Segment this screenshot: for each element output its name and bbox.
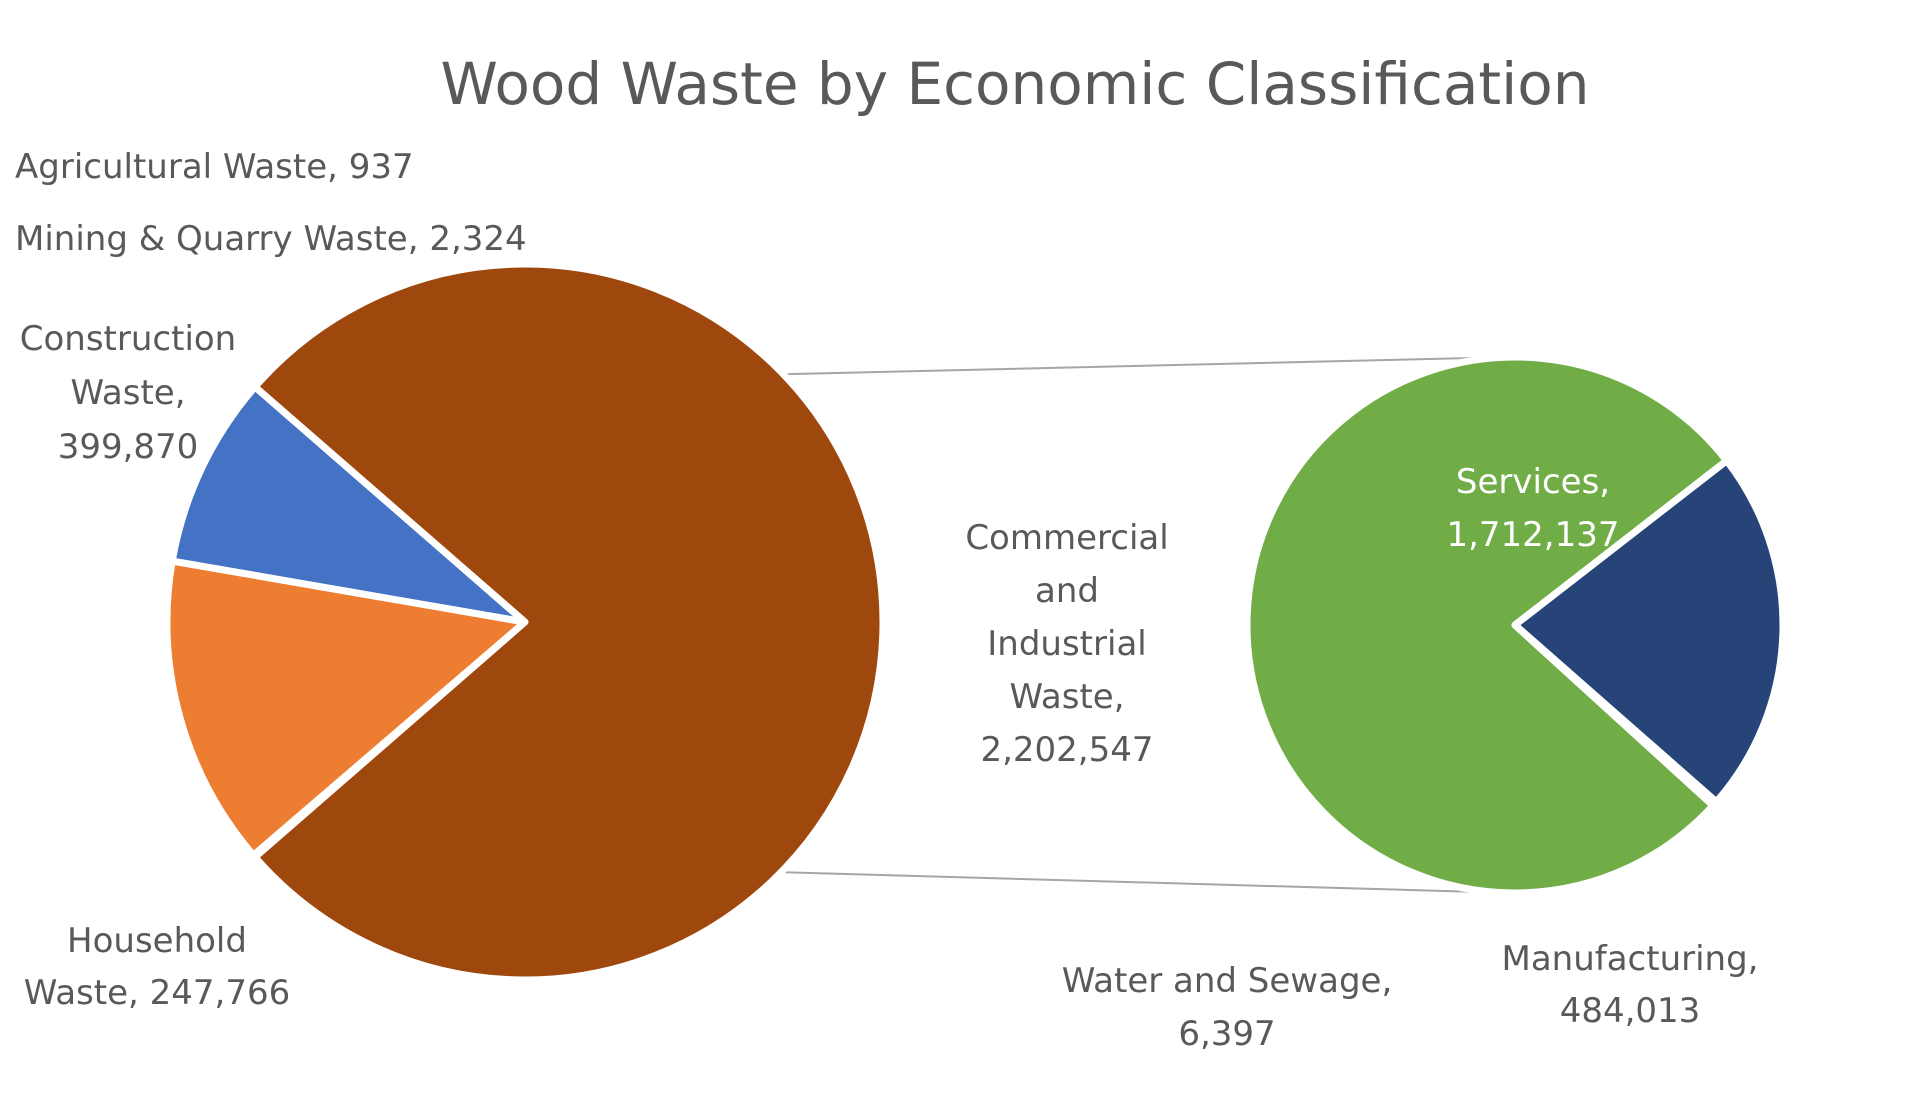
data-label-household-line: Waste, 247,766 <box>24 973 290 1013</box>
data-label-household: Household Waste, 247,766 <box>24 921 290 1013</box>
data-label-commercial-line: Waste, <box>1009 677 1124 717</box>
data-label-water-line: Water and Sewage, <box>1062 961 1393 1001</box>
data-label-commercial-line: 2,202,547 <box>980 730 1153 770</box>
data-label-construction-line: Waste, <box>70 373 185 413</box>
data-label-commercial: Commercial and Industrial Waste, 2,202,547 <box>965 518 1168 770</box>
chart-title: Wood Waste by Economic Classification <box>441 50 1590 118</box>
slice-manufacturing <box>1511 457 1787 806</box>
data-label-water-line: 6,397 <box>1178 1014 1275 1054</box>
slice-water-and-sewage <box>1511 621 1720 810</box>
data-label-services: Services, 1,712,137 <box>1446 462 1619 555</box>
data-label-services-line: 1,712,137 <box>1446 515 1619 555</box>
data-label-services-line: Services, <box>1456 462 1610 502</box>
data-label-construction-line: 399,870 <box>58 427 199 467</box>
data-label-construction: Construction Waste, 399,870 <box>20 319 236 467</box>
main-pie <box>163 260 887 984</box>
data-label-manufacturing-line: 484,013 <box>1560 991 1701 1031</box>
data-label-commercial-line: and <box>1035 571 1099 611</box>
secondary-pie <box>1243 353 1787 897</box>
data-label-water: Water and Sewage, 6,397 <box>1062 961 1393 1054</box>
data-label-manufacturing-line: Manufacturing, <box>1501 939 1758 979</box>
data-label-agricultural-line: Agricultural Waste, 937 <box>15 147 414 187</box>
data-label-agricultural: Agricultural Waste, 937 <box>15 147 414 187</box>
slice-services <box>1243 353 1731 897</box>
slice-commercial-and-industrial-waste <box>251 260 887 984</box>
data-label-mining-line: Mining & Quarry Waste, 2,324 <box>15 219 527 259</box>
data-label-construction-line: Construction <box>20 319 236 359</box>
slice-household-waste <box>168 383 529 626</box>
data-label-household-line: Household <box>67 921 247 961</box>
data-label-mining: Mining & Quarry Waste, 2,324 <box>15 219 527 259</box>
data-label-commercial-line: Industrial <box>987 624 1146 664</box>
data-label-commercial-line: Commercial <box>965 518 1168 558</box>
data-labels: Agricultural Waste, 937 Mining & Quarry W… <box>15 147 1759 1054</box>
slice-construction-waste <box>163 557 529 859</box>
data-label-manufacturing: Manufacturing, 484,013 <box>1501 939 1758 1031</box>
